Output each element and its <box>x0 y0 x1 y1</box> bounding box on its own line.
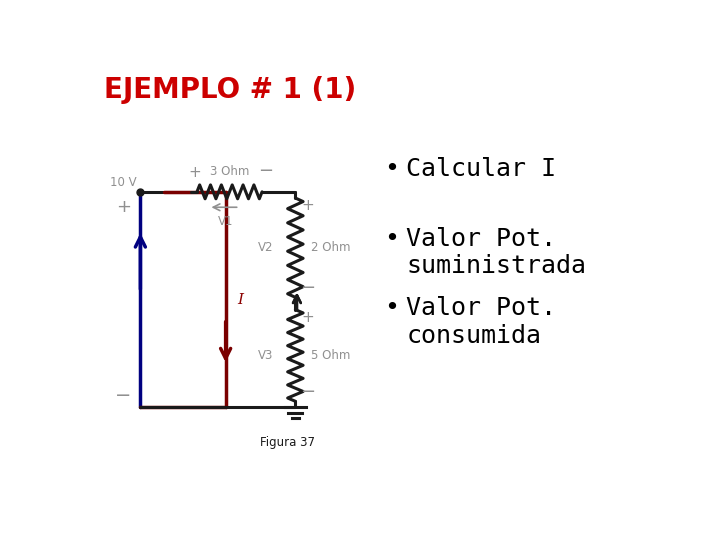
Text: EJEMPLO # 1 (1): EJEMPLO # 1 (1) <box>104 76 356 104</box>
Text: +: + <box>188 165 201 179</box>
Text: −: − <box>258 161 274 179</box>
Text: •: • <box>384 157 400 181</box>
Text: Valor Pot.
consumida: Valor Pot. consumida <box>406 296 557 348</box>
Text: −: − <box>300 383 315 401</box>
Text: +: + <box>302 310 314 325</box>
Text: V1: V1 <box>218 215 233 228</box>
Text: +: + <box>116 198 131 216</box>
Text: I: I <box>238 293 243 307</box>
Text: Valor Pot.
suministrada: Valor Pot. suministrada <box>406 226 586 278</box>
Text: Figura 37: Figura 37 <box>260 436 315 449</box>
Text: Calcular I: Calcular I <box>406 157 557 181</box>
Text: −: − <box>115 387 132 406</box>
Text: •: • <box>384 296 400 320</box>
Text: 10 V: 10 V <box>110 176 137 189</box>
Text: 2 Ohm: 2 Ohm <box>311 241 351 254</box>
Text: 5 Ohm: 5 Ohm <box>311 349 350 362</box>
Text: •: • <box>384 226 400 251</box>
Text: 3 Ohm: 3 Ohm <box>210 165 249 178</box>
Text: −: − <box>300 279 315 297</box>
Text: V3: V3 <box>258 349 274 362</box>
Text: +: + <box>302 198 314 213</box>
Text: V2: V2 <box>258 241 274 254</box>
